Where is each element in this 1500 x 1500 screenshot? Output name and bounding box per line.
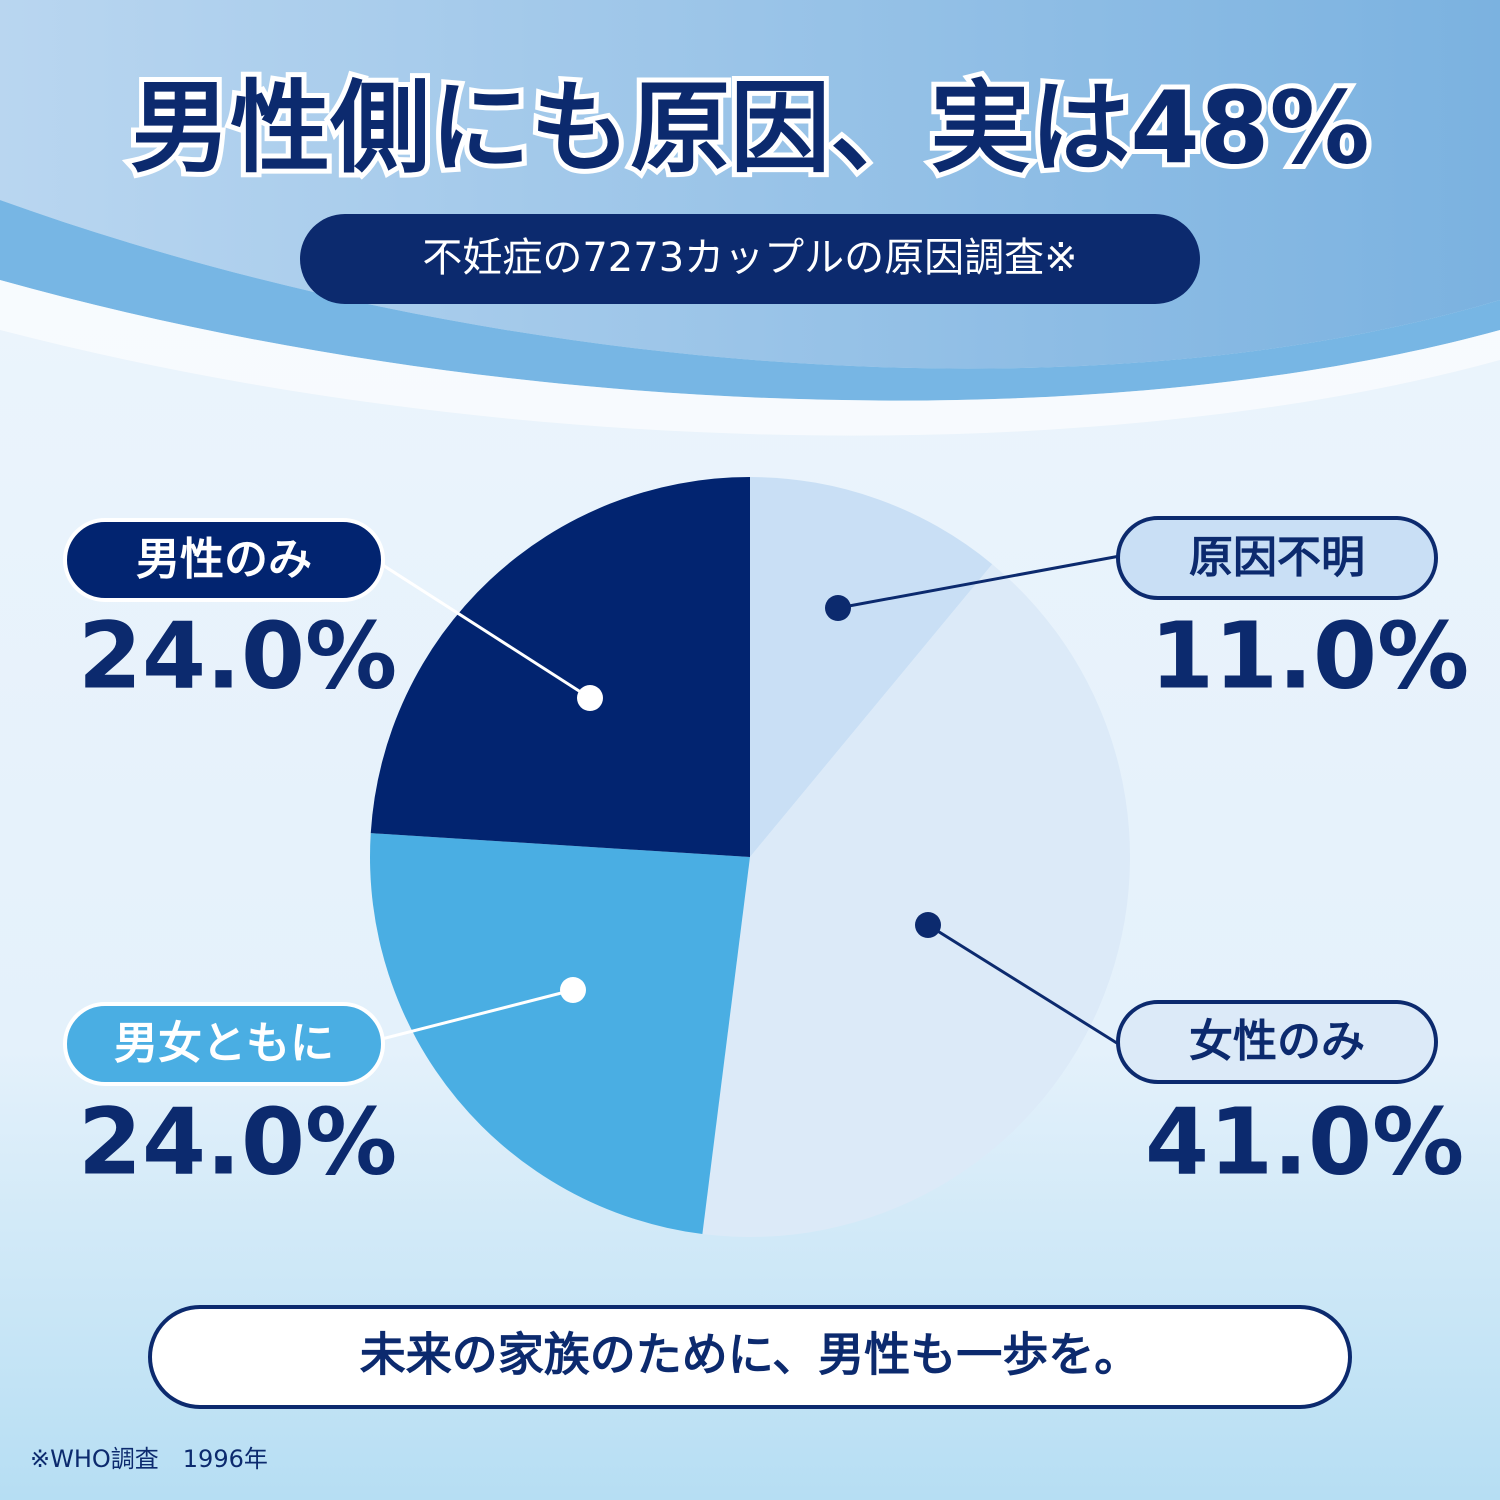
leader-dot xyxy=(825,595,851,621)
wave xyxy=(0,280,1500,436)
subtitle: 不妊症の7273カップルの原因調査※ xyxy=(422,235,1077,281)
pie xyxy=(369,477,1131,1237)
annotation: 未来の家族のために、男性も一歩を。 xyxy=(360,1328,1141,1382)
category-label: 女性のみ xyxy=(1189,1016,1365,1067)
labels: 原因不明 11.0% 女性のみ 41.0% 男女ともに 24.0% 男性のみ 24.0% xyxy=(63,516,1469,1195)
value-label: 11.0% xyxy=(1150,602,1469,709)
leader-line xyxy=(927,923,1121,1047)
leader-line xyxy=(377,988,574,1042)
value-label: 24.0% xyxy=(78,1088,397,1195)
pie-slice xyxy=(370,477,750,857)
pie-slice xyxy=(750,477,993,857)
value-label: 24.0% xyxy=(78,602,397,709)
pie-slice xyxy=(702,564,1131,1237)
chart-title: 男性側にも原因、実は48% xyxy=(130,69,1369,186)
leader-dot xyxy=(915,912,941,938)
leader-dot xyxy=(560,977,586,1003)
leader-dot xyxy=(577,685,603,711)
value-label: 41.0% xyxy=(1145,1088,1464,1195)
category-pill xyxy=(63,1002,385,1086)
category-label: 男女ともに xyxy=(114,1018,334,1069)
pie-slice xyxy=(369,833,750,1235)
footnote: ※WHO調査 1996年 xyxy=(30,1445,268,1473)
subtitle-pill xyxy=(300,214,1200,304)
category-pill xyxy=(1116,516,1438,600)
category-label: 原因不明 xyxy=(1189,532,1365,583)
category-label: 男性のみ xyxy=(136,534,312,585)
wave xyxy=(0,200,1500,401)
category-pill xyxy=(63,518,385,602)
category-pill xyxy=(1116,1000,1438,1084)
leader-line xyxy=(837,554,1121,610)
leader-line xyxy=(377,560,591,700)
annotation-pill xyxy=(148,1305,1352,1409)
